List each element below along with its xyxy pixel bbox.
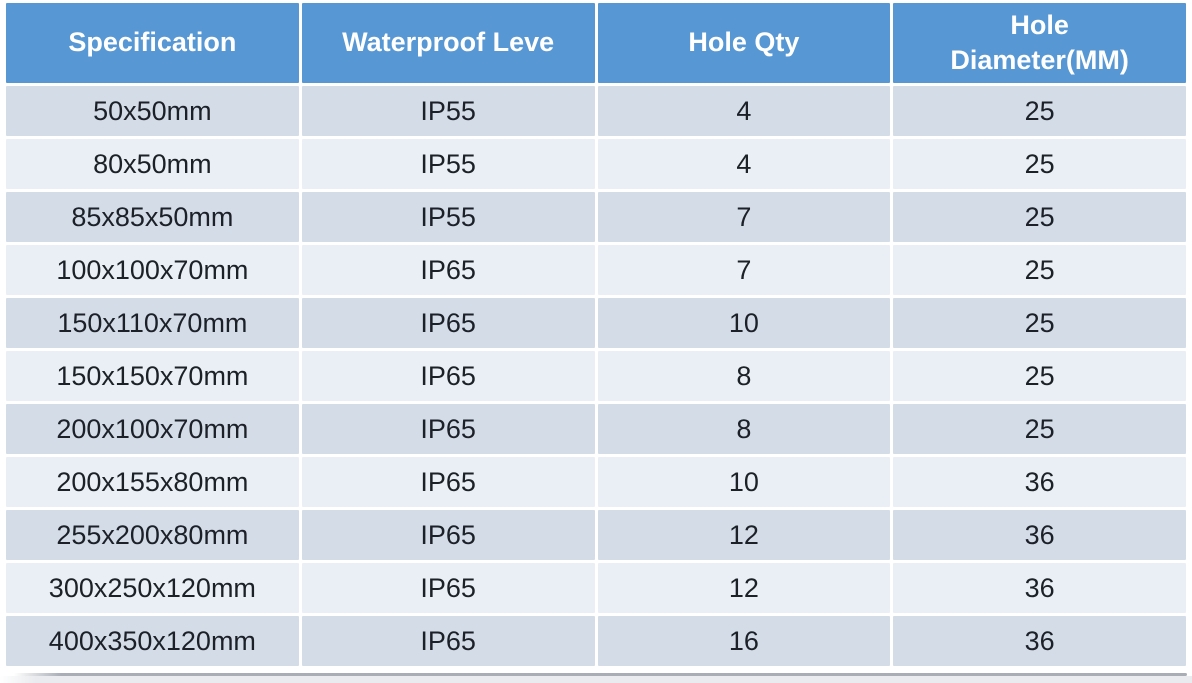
cell-hole-qty: 12 [597,563,891,613]
cell-hole-qty: 8 [597,404,891,454]
cell-specification: 85x85x50mm [6,192,299,242]
cell-hole-qty: 7 [597,245,891,295]
cell-hole-diameter: 36 [893,563,1186,613]
cell-specification: 200x155x80mm [6,457,299,507]
cell-specification: 255x200x80mm [6,510,299,560]
cell-hole-qty: 10 [597,298,891,348]
table-row: 85x85x50mm IP55 7 25 [6,192,1186,242]
cell-specification: 80x50mm [6,139,299,189]
column-header-waterproof-level-label: Waterproof Leve [342,27,555,58]
table-row: 100x100x70mm IP65 7 25 [6,245,1186,295]
table-row: 400x350x120mm IP65 16 36 [6,616,1186,666]
cell-hole-qty: 16 [597,616,891,666]
cell-hole-qty: 7 [597,192,891,242]
cell-hole-diameter: 25 [893,404,1186,454]
cell-waterproof-level: IP65 [301,510,595,560]
column-header-hole-qty-label: Hole Qty [688,27,800,58]
column-header-specification-label: Specification [68,27,237,58]
cell-hole-diameter: 36 [893,616,1186,666]
cell-hole-diameter: 25 [893,192,1186,242]
cell-specification: 150x150x70mm [6,351,299,401]
cell-specification: 50x50mm [6,86,299,136]
spec-table-header: Specification Waterproof Leve Hole Qty H… [6,3,1186,83]
cell-waterproof-level: IP65 [301,457,595,507]
cell-waterproof-level: IP65 [301,404,595,454]
spec-table: Specification Waterproof Leve Hole Qty H… [3,0,1189,669]
cell-hole-qty: 8 [597,351,891,401]
cell-waterproof-level: IP55 [301,86,595,136]
cell-hole-diameter: 25 [893,139,1186,189]
cell-waterproof-level: IP65 [301,616,595,666]
cell-hole-qty: 10 [597,457,891,507]
cell-hole-diameter: 25 [893,351,1186,401]
cell-waterproof-level: IP65 [301,245,595,295]
cell-waterproof-level: IP65 [301,351,595,401]
table-row: 150x150x70mm IP65 8 25 [6,351,1186,401]
column-header-hole-diameter: Hole Diameter(MM) [893,3,1186,83]
cell-hole-qty: 4 [597,139,891,189]
table-row: 200x100x70mm IP65 8 25 [6,404,1186,454]
table-row: 255x200x80mm IP65 12 36 [6,510,1186,560]
bottom-bar [0,676,1192,683]
header-row: Specification Waterproof Leve Hole Qty H… [6,3,1186,83]
cell-specification: 300x250x120mm [6,563,299,613]
table-row: 80x50mm IP55 4 25 [6,139,1186,189]
table-row: 300x250x120mm IP65 12 36 [6,563,1186,613]
table-shadow-line [14,673,1187,676]
cell-waterproof-level: IP65 [301,563,595,613]
cell-hole-diameter: 36 [893,457,1186,507]
cell-waterproof-level: IP55 [301,192,595,242]
column-header-hole-qty: Hole Qty [597,3,891,83]
spec-table-body: 50x50mm IP55 4 25 80x50mm IP55 4 25 85x8… [6,86,1186,666]
cell-hole-qty: 12 [597,510,891,560]
cell-waterproof-level: IP55 [301,139,595,189]
cell-hole-qty: 4 [597,86,891,136]
cell-waterproof-level: IP65 [301,298,595,348]
table-row: 200x155x80mm IP65 10 36 [6,457,1186,507]
column-header-specification: Specification [6,3,299,83]
cell-hole-diameter: 25 [893,245,1186,295]
cell-hole-diameter: 36 [893,510,1186,560]
table-row: 150x110x70mm IP65 10 25 [6,298,1186,348]
table-row: 50x50mm IP55 4 25 [6,86,1186,136]
cell-specification: 150x110x70mm [6,298,299,348]
column-header-waterproof-level: Waterproof Leve [301,3,595,83]
cell-hole-diameter: 25 [893,86,1186,136]
column-header-hole-diameter-label: Hole Diameter(MM) [950,9,1129,75]
cell-specification: 400x350x120mm [6,616,299,666]
cell-specification: 100x100x70mm [6,245,299,295]
cell-specification: 200x100x70mm [6,404,299,454]
cell-hole-diameter: 25 [893,298,1186,348]
